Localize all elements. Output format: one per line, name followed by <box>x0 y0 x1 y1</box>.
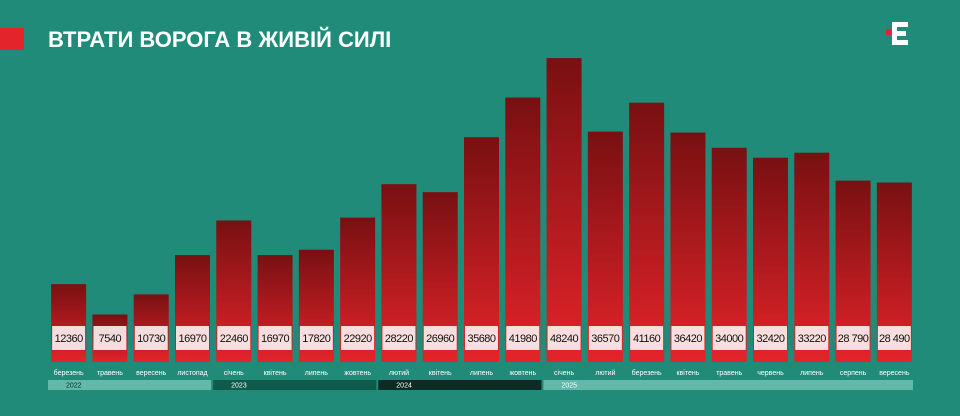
year-band <box>213 380 377 390</box>
x-tick-label: квітень <box>264 369 287 377</box>
x-tick-label: вересень <box>879 370 910 377</box>
x-tick-label: вересень <box>136 370 167 377</box>
x-tick-label: серпень <box>840 370 867 377</box>
value-label: 28 790 <box>838 333 869 345</box>
x-tick-label: жовтень <box>509 370 536 377</box>
bar <box>464 137 499 362</box>
x-tick-label: січень <box>224 369 244 377</box>
value-label: 32420 <box>756 333 784 345</box>
value-label-box <box>176 326 209 350</box>
year-label: 2023 <box>231 382 247 389</box>
bar <box>546 58 582 362</box>
value-label-box <box>258 326 292 350</box>
value-label: 48240 <box>550 333 578 345</box>
value-label-box <box>299 326 333 350</box>
x-tick-label: травень <box>97 370 123 377</box>
x-tick-label: липень <box>305 370 329 377</box>
bar <box>505 97 541 362</box>
year-label: 2025 <box>561 382 577 389</box>
value-label: 41980 <box>509 333 537 345</box>
value-label-box <box>671 326 705 350</box>
value-label-box <box>382 326 416 350</box>
logo <box>886 20 910 46</box>
value-label-box <box>588 326 622 350</box>
year-band <box>543 380 913 390</box>
x-tick-label: лютий <box>595 369 615 377</box>
value-label-box <box>877 326 911 350</box>
x-tick-label: березень <box>632 369 662 377</box>
value-label-box <box>52 326 86 350</box>
value-label: 22460 <box>220 333 248 345</box>
value-label-box <box>795 326 829 350</box>
value-label: 28220 <box>385 333 413 345</box>
value-label: 36420 <box>674 333 702 345</box>
value-label: 17820 <box>302 333 330 345</box>
value-label-box <box>506 326 540 350</box>
year-band <box>48 380 212 390</box>
x-tick-label: січень <box>554 369 574 377</box>
x-tick-label: жовтень <box>344 370 371 377</box>
value-label: 7540 <box>99 333 122 345</box>
value-label-box <box>423 326 457 350</box>
x-tick-label: листопад <box>177 370 207 377</box>
accent-square <box>0 28 24 50</box>
value-label: 28 490 <box>879 333 910 345</box>
year-label: 2022 <box>66 382 82 389</box>
x-tick-label: травень <box>716 370 742 377</box>
x-tick-label: липень <box>800 370 824 377</box>
value-label: 22920 <box>344 333 372 345</box>
value-label-box <box>836 326 870 350</box>
x-tick-label: квітень <box>676 369 699 377</box>
chart-title: ВТРАТИ ВОРОГА В ЖИВІЙ СИЛІ <box>48 27 391 52</box>
value-label-box <box>547 326 581 350</box>
value-label-box <box>754 326 787 350</box>
value-label: 16970 <box>261 333 289 345</box>
value-label: 33220 <box>798 333 826 345</box>
value-label-box <box>217 326 251 350</box>
x-tick-label: лютий <box>389 369 409 377</box>
bar <box>587 131 623 362</box>
value-label: 34000 <box>715 333 743 345</box>
x-tick-label: липень <box>470 370 494 377</box>
bar <box>670 132 706 362</box>
year-band <box>378 380 542 390</box>
x-tick-label: березень <box>54 369 84 377</box>
value-label-box <box>93 326 127 350</box>
value-label-box <box>134 326 168 350</box>
logo-accent <box>886 29 891 35</box>
bar <box>51 284 87 362</box>
value-label: 35680 <box>467 333 495 345</box>
value-label-box <box>712 326 746 350</box>
value-label-box <box>341 326 375 350</box>
x-tick-label: червень <box>757 370 784 377</box>
logo-letter <box>892 22 908 45</box>
value-label-box <box>465 326 498 350</box>
x-tick-label: квітень <box>429 369 452 377</box>
value-label-box <box>630 326 664 350</box>
value-label: 10730 <box>137 333 165 345</box>
value-label: 36570 <box>591 333 619 345</box>
value-label: 16970 <box>178 333 206 345</box>
value-label: 26960 <box>426 333 454 345</box>
value-label: 41160 <box>633 333 661 345</box>
value-label: 12360 <box>55 333 83 345</box>
year-label: 2024 <box>396 382 412 389</box>
bar <box>629 102 665 362</box>
